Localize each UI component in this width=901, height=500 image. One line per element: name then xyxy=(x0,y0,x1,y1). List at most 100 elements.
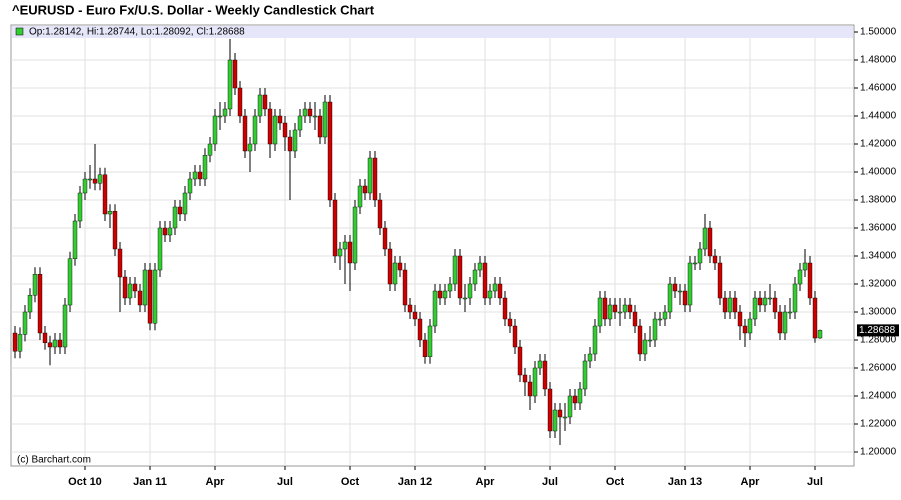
candle-body xyxy=(557,409,563,418)
candle-body xyxy=(362,185,368,194)
y-tick-label: 1.50000 xyxy=(860,27,897,38)
candle-body xyxy=(567,395,573,418)
candle-body xyxy=(807,262,813,299)
y-tick-label: 1.28000 xyxy=(860,335,897,346)
candle-body xyxy=(287,136,293,152)
x-tick-label: Jul xyxy=(807,476,823,488)
candle-body xyxy=(617,311,623,314)
candle-body xyxy=(42,332,48,344)
y-tick-label: 1.44000 xyxy=(860,111,897,122)
x-tick-label: Oct xyxy=(341,476,360,488)
candle-body xyxy=(792,283,798,313)
y-tick-label: 1.40000 xyxy=(860,167,897,178)
candle-body xyxy=(242,115,248,152)
x-tick-label: Oct 10 xyxy=(68,476,102,488)
candle-body xyxy=(787,311,793,314)
candle-body xyxy=(132,283,138,292)
plot-area xyxy=(10,24,855,467)
candle-body xyxy=(497,283,503,299)
candle-body xyxy=(122,276,128,299)
candle-body xyxy=(322,101,328,138)
y-tick-label: 1.34000 xyxy=(860,251,897,262)
candle-body xyxy=(642,339,648,355)
candle-body xyxy=(522,374,528,383)
candle-body xyxy=(647,339,653,342)
candle-body xyxy=(772,297,778,313)
x-tick-label: Jan 11 xyxy=(133,476,167,488)
candle-body xyxy=(187,178,193,194)
candle-body xyxy=(32,274,38,296)
y-tick-label: 1.48000 xyxy=(860,55,897,66)
candle-body xyxy=(537,360,543,369)
candle-body xyxy=(712,255,718,264)
candle-body xyxy=(582,360,588,390)
candle-body xyxy=(332,199,338,257)
candle-body xyxy=(267,108,273,145)
candle-body xyxy=(372,157,378,201)
candle-body xyxy=(177,206,183,215)
candle-body xyxy=(257,94,263,117)
candle-body xyxy=(72,220,78,259)
candle-body xyxy=(312,115,318,118)
candle-body xyxy=(142,269,148,306)
candle-body xyxy=(532,367,538,397)
candle-body xyxy=(147,269,153,324)
candle-body xyxy=(272,115,278,145)
candle-body xyxy=(57,339,63,348)
candle-body xyxy=(672,283,678,292)
candle-body xyxy=(52,339,58,348)
candle-body xyxy=(347,241,353,264)
candle-body xyxy=(607,304,613,320)
candle-body xyxy=(352,206,358,264)
candle-body xyxy=(22,311,28,335)
candle-body xyxy=(412,311,418,320)
candle-body xyxy=(802,262,808,271)
y-tick-label: 1.38000 xyxy=(860,195,897,206)
candle-body xyxy=(97,174,103,184)
candle-body xyxy=(552,409,558,432)
candle-body xyxy=(27,295,33,313)
candle-body xyxy=(627,304,633,313)
candle-body xyxy=(657,318,663,321)
candle-body xyxy=(307,108,313,117)
candle-body xyxy=(152,269,158,324)
candle-body xyxy=(467,283,473,299)
candle-body xyxy=(447,283,453,292)
candle-body xyxy=(742,325,748,334)
candle-body xyxy=(602,297,608,320)
y-tick-label: 1.46000 xyxy=(860,83,897,94)
x-tick-label: Jan 12 xyxy=(398,476,432,488)
candle-body xyxy=(17,334,23,352)
candle-body xyxy=(632,311,638,327)
x-tick-label: Jul xyxy=(277,476,293,488)
x-tick-label: Oct xyxy=(606,476,625,488)
candle-body xyxy=(707,227,713,257)
candle-body xyxy=(162,227,168,236)
candle-body xyxy=(527,381,533,397)
candle-body xyxy=(137,290,143,306)
x-tick-label: Apr xyxy=(476,476,496,488)
candle-body xyxy=(62,304,68,348)
candle-body xyxy=(752,297,758,320)
candle-body xyxy=(667,283,673,313)
candle-body xyxy=(182,192,188,215)
y-tick-label: 1.22000 xyxy=(860,419,897,430)
candle-body xyxy=(597,297,603,327)
candle-body xyxy=(167,227,173,236)
legend-swatch xyxy=(15,27,24,36)
candle-body xyxy=(37,274,43,334)
candle-body xyxy=(517,346,523,376)
candle-body xyxy=(437,290,443,299)
candle-body xyxy=(277,115,283,124)
candle-body xyxy=(697,248,703,264)
candle-body xyxy=(692,262,698,265)
legend-strip xyxy=(12,26,853,38)
y-tick-label: 1.36000 xyxy=(860,223,897,234)
candle-body xyxy=(682,290,688,306)
candle-body xyxy=(107,210,113,215)
candle-body xyxy=(407,304,413,313)
candle-body xyxy=(767,297,773,300)
candle-body xyxy=(442,290,448,299)
y-tick-label: 1.24000 xyxy=(860,391,897,402)
candle-body xyxy=(317,115,323,138)
